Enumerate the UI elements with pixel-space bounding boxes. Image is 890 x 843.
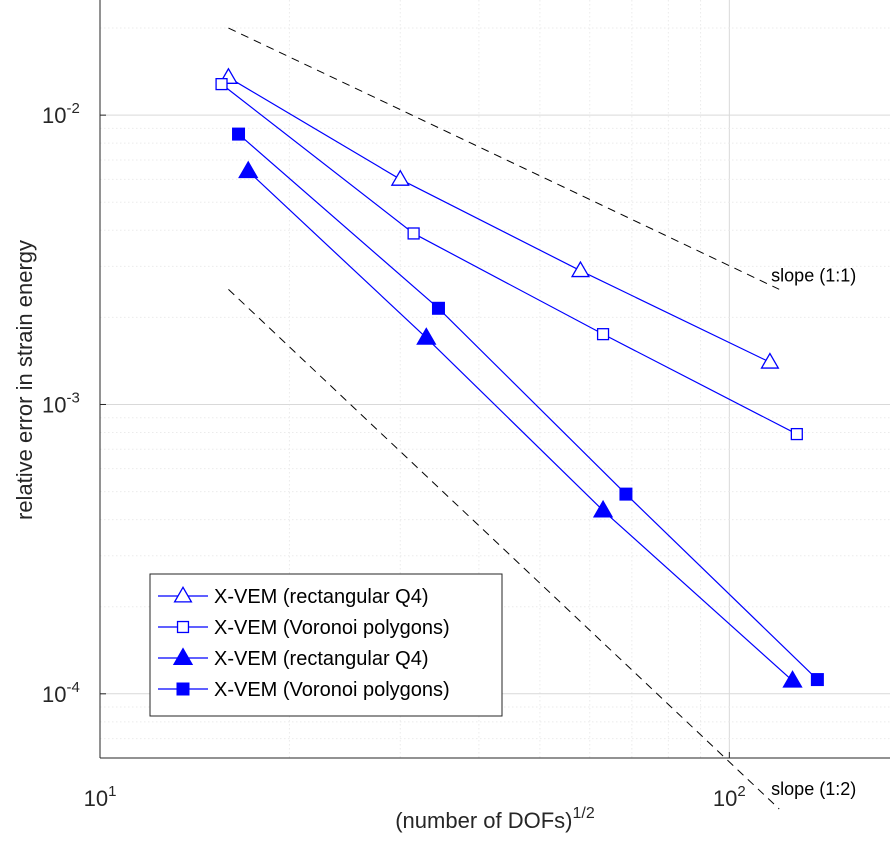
series-line [247,170,793,682]
legend-box [149,573,503,717]
legend-label: X-VEM (rectangular Q4) [214,648,429,670]
legend-label: X-VEM (rectangular Q4) [214,586,429,608]
data-point [407,227,420,240]
legend-item: X-VEM (Voronoi polygons) [158,679,450,701]
data-point [570,260,590,278]
data-point [215,78,228,91]
data-point [790,427,803,441]
reference-lines [228,27,780,810]
data-point [238,160,259,179]
data-point [596,328,610,341]
y-tick-label: 10-2 [42,100,80,128]
legend-marker [173,586,193,603]
legend-label: X-VEM (Voronoi polygons) [214,679,450,701]
series-group [215,67,824,688]
data-point [592,499,614,518]
data-point [416,327,437,345]
legend-marker [176,620,190,634]
data-point [810,673,824,687]
x-tick-label: 102 [713,783,746,811]
data-point [431,301,445,315]
y-tick-label: 10-4 [42,679,80,707]
data-point [760,352,780,369]
data-point [782,670,803,688]
series-2 [215,78,803,441]
axes [99,0,890,759]
legend-item: X-VEM (rectangular Q4) [158,647,429,670]
series-line [228,76,771,363]
legend-label: X-VEM (Voronoi polygons) [214,617,450,639]
series-line [238,133,818,681]
data-point [619,487,633,501]
data-point [232,127,246,141]
data-point [390,169,410,186]
slope-annotation: slope (1:1) [771,265,856,285]
tick-labels: 101 102 10-2 10-3 10-4 [42,100,746,811]
legend-marker [172,647,194,665]
series-line [221,83,798,435]
annotations: slope (1:1) slope (1:2) [771,265,856,799]
reference-line [228,27,780,290]
x-tick-label: 101 [84,783,117,811]
slope-annotation: slope (1:2) [771,779,856,799]
y-tick-label: 10-3 [42,389,80,417]
y-axis-label: relative error in strain energy [12,240,37,520]
x-axis-label: (number of DOFs)1/2 [395,805,595,833]
reference-line [228,288,780,810]
legend-item: X-VEM (Voronoi polygons) [158,617,450,639]
legend-item: X-VEM (rectangular Q4) [158,586,429,608]
legend: X-VEM (rectangular Q4) X-VEM (Voronoi pol… [149,573,503,717]
series-4 [232,127,824,687]
legend-marker [176,682,190,696]
series-3 [238,160,803,688]
